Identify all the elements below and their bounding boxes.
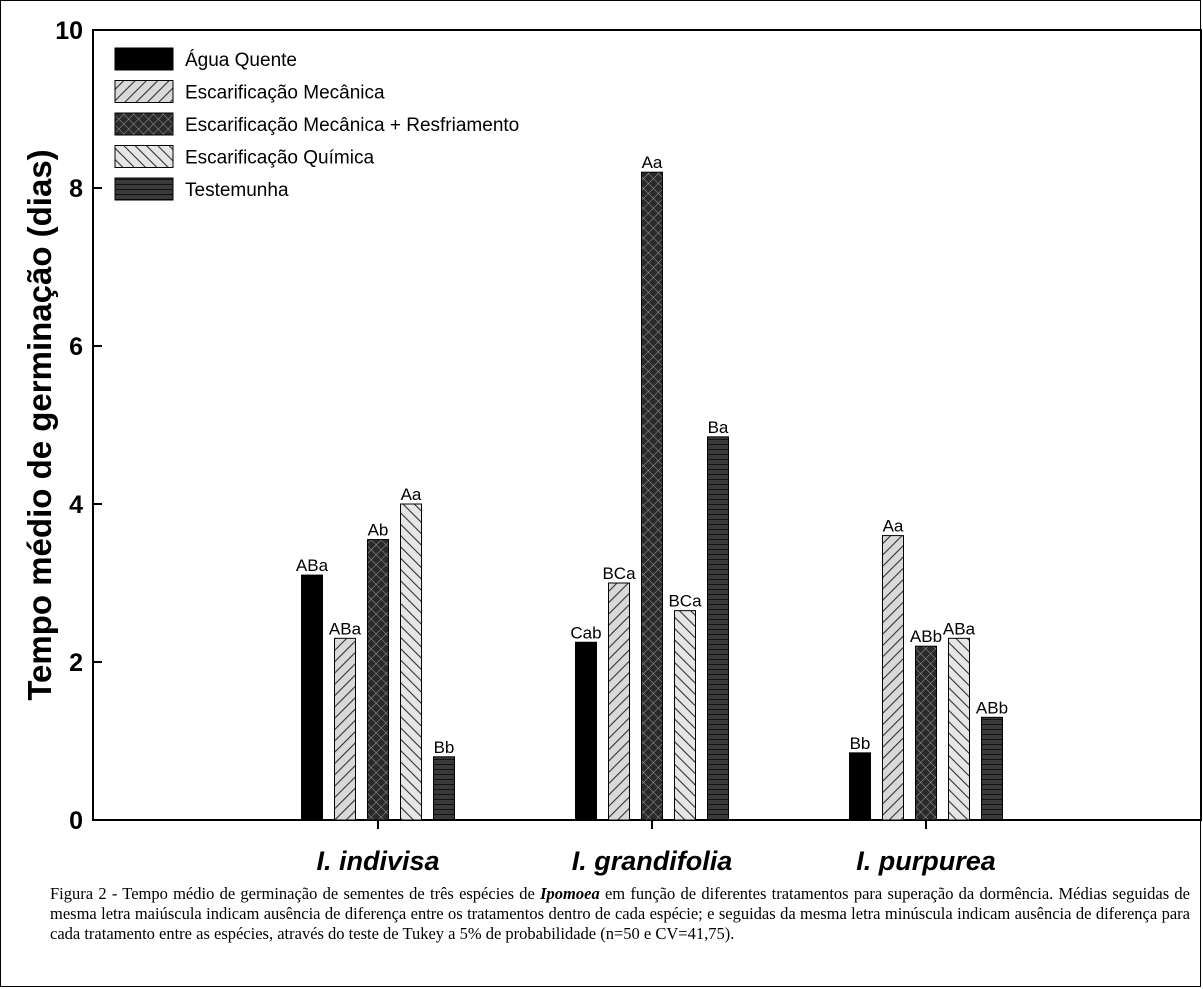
bar (948, 637, 970, 821)
bar (915, 645, 937, 821)
bar (849, 752, 871, 821)
bar-data-label: ABb (976, 698, 1008, 717)
legend-swatch (114, 145, 174, 168)
legend-entry: Água Quente (185, 50, 297, 71)
bar (674, 610, 696, 821)
legend-entry: Escarificação Química (185, 148, 374, 169)
bar (981, 716, 1003, 821)
bar (575, 641, 597, 821)
x-category-label: I. purpurea (856, 846, 996, 876)
y-tick-label: 6 (69, 333, 83, 361)
figure-caption: Figura 2 - Tempo médio de germinação de … (50, 884, 1190, 944)
x-axis: I. indivisa I. grandifolia I. purpurea (316, 820, 996, 876)
bar (707, 436, 729, 821)
y-tick-label: 10 (55, 17, 83, 45)
bar-data-label: Ab (368, 521, 389, 540)
bar (367, 539, 389, 821)
bar-data-label: Ba (708, 418, 729, 437)
legend-entry: Testemunha (185, 180, 289, 201)
y-tick-label: 2 (69, 649, 83, 677)
x-category-label: I. indivisa (316, 846, 439, 876)
x-category-label: I. grandifolia (572, 846, 733, 876)
bar-data-label: Bb (850, 734, 871, 753)
legend-swatch (114, 80, 174, 103)
bar-data-label: Bb (434, 738, 455, 757)
legend-entry: Escarificação Mecânica (185, 83, 385, 104)
bar-data-label: Aa (642, 153, 663, 172)
legend-entry: Escarificação Mecânica + Resfriamento (185, 115, 519, 136)
bar-data-label: Aa (401, 485, 422, 504)
caption-prefix: Figura 2 - Tempo médio de germinação de … (50, 884, 535, 903)
bar-data-label: BCa (668, 592, 702, 611)
y-axis-label: Tempo médio de germinação (dias) (21, 149, 58, 700)
bar-data-label: Cab (570, 623, 601, 642)
bar-data-label: ABa (943, 619, 976, 638)
bar-data-label: Aa (883, 517, 904, 536)
bar-data-label: ABb (910, 627, 942, 646)
bar-data-label: BCa (602, 564, 636, 583)
legend: Água Quente Escarificação Mecânica Escarif… (114, 47, 519, 201)
legend-swatch (114, 47, 174, 71)
bar-data-label: ABa (296, 556, 329, 575)
bar-chart: Tempo médio de germinação (dias) 0 2 4 6 8 10… (21, 17, 1202, 876)
y-tick-label: 8 (69, 175, 83, 203)
bar (433, 756, 455, 821)
bar (608, 582, 630, 821)
bar (301, 574, 323, 821)
caption-rest: em função de diferentes tratamentos para… (50, 884, 1190, 943)
caption-genus: Ipomoea (540, 884, 600, 903)
y-tick-label: 0 (69, 807, 83, 835)
bar (400, 503, 422, 821)
bar (882, 535, 904, 821)
bar (641, 171, 663, 821)
bar (334, 637, 356, 821)
y-axis: 0 2 4 6 8 10 (55, 17, 102, 835)
legend-swatch (114, 177, 174, 201)
bar-data-label: ABa (329, 619, 362, 638)
legend-swatch (114, 112, 174, 136)
y-tick-label: 4 (69, 491, 83, 519)
